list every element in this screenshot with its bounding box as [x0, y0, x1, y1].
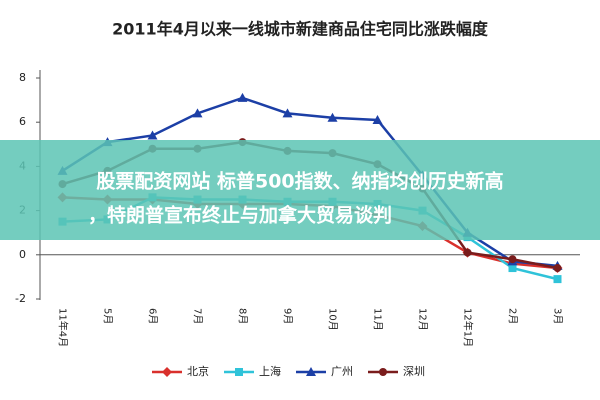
x-tick-label: 12年1月	[462, 308, 475, 347]
overlay-text: ，特朗普宣布终止与加拿大贸易谈判	[88, 204, 392, 227]
data-point	[327, 112, 338, 122]
legend-label: 上海	[259, 364, 281, 378]
data-point	[553, 275, 562, 284]
data-point	[192, 108, 203, 118]
chart-title: 2011年4月以来一线城市新建商品住宅同比涨跌幅度	[112, 20, 489, 39]
x-tick-label: 3月	[552, 308, 564, 324]
data-point	[147, 130, 158, 140]
overlay-banner	[0, 140, 600, 240]
data-point	[282, 108, 293, 118]
overlay-text: 股票配资网站 标普500指数、纳指均创历史新高	[96, 170, 503, 193]
data-point	[463, 248, 472, 257]
x-tick-label: 5月	[102, 308, 114, 324]
legend-marker	[162, 367, 172, 377]
legend-label: 深圳	[403, 365, 425, 378]
data-point	[553, 264, 562, 273]
x-tick-label: 8月	[237, 308, 249, 324]
legend-marker	[306, 367, 316, 376]
x-tick-label: 10月	[327, 308, 339, 331]
y-tick-label: 8	[19, 71, 26, 84]
x-tick-label: 7月	[192, 308, 204, 324]
x-tick-label: 11年4月	[57, 308, 70, 347]
data-point	[508, 264, 517, 273]
y-tick-label: 6	[19, 115, 26, 128]
x-tick-label: 9月	[282, 308, 294, 324]
data-point	[237, 92, 248, 102]
x-tick-label: 6月	[147, 308, 159, 324]
legend-label: 广州	[331, 365, 353, 378]
data-point	[372, 114, 383, 124]
data-point	[508, 255, 517, 264]
x-tick-label: 11月	[372, 308, 384, 331]
legend-label: 北京	[187, 364, 209, 378]
x-tick-label: 12月	[417, 308, 429, 331]
x-tick-label: 2月	[507, 308, 519, 324]
legend-marker	[379, 368, 387, 376]
y-tick-label: -2	[15, 292, 26, 305]
y-tick-label: 0	[19, 248, 26, 261]
legend-marker	[235, 368, 243, 376]
